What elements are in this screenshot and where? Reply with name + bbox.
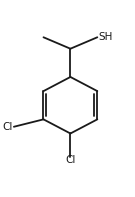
Text: Cl: Cl	[65, 155, 76, 165]
Text: Cl: Cl	[3, 122, 13, 132]
Text: SH: SH	[98, 32, 113, 42]
